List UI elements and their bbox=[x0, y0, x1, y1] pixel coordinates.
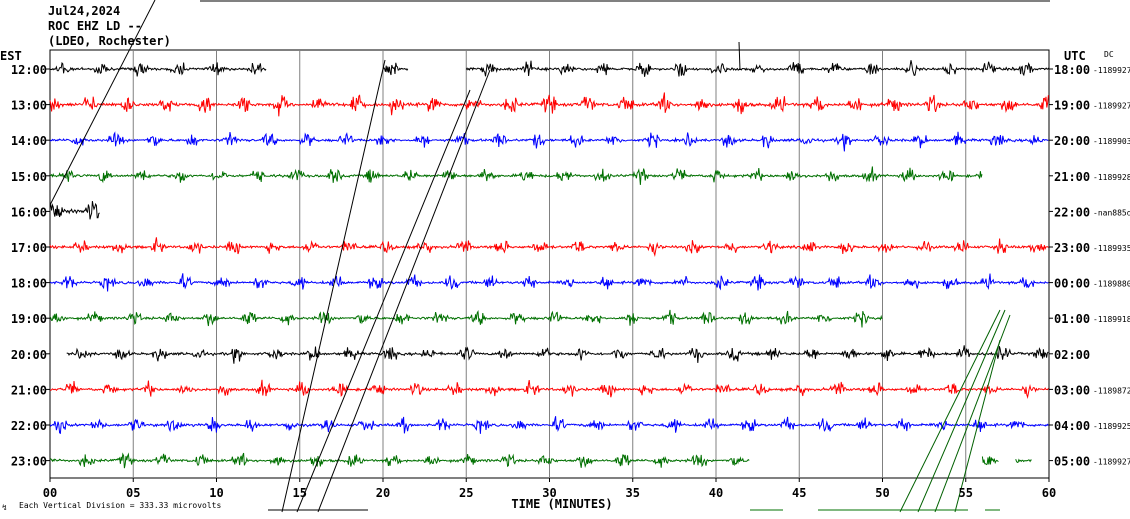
est-label-20:00: 20:00 bbox=[11, 348, 47, 362]
dc-count-10: -1189925 bbox=[1093, 422, 1130, 431]
trace-12:00-part-2 bbox=[465, 60, 1050, 77]
est-label-21:00: 21:00 bbox=[11, 383, 47, 397]
utc-label-05:00: 05:00 bbox=[1054, 455, 1090, 469]
x-tick-label-40: 40 bbox=[709, 486, 723, 500]
x-axis-ticks: 00 05 10 15 20 25 30 35 40 45 50 55 60 bbox=[43, 478, 1056, 500]
scale-note: Each Vertical Division = 333.33 microvol… bbox=[19, 501, 221, 510]
trace-15:00-part-0 bbox=[49, 166, 983, 185]
est-label-15:00: 15:00 bbox=[11, 170, 47, 184]
utc-label-01:00: 01:00 bbox=[1054, 312, 1090, 326]
dc-count-3: -1189928 bbox=[1093, 173, 1130, 182]
dc-count-7: -1189918 bbox=[1093, 315, 1130, 324]
dc-count-11: -1189927 bbox=[1093, 458, 1130, 467]
slant-line-3 bbox=[317, 69, 491, 513]
utc-label-00:00: 00:00 bbox=[1054, 277, 1090, 291]
trace-19:00-part-0 bbox=[49, 309, 883, 328]
dc-count-9: -1189872 bbox=[1093, 386, 1130, 395]
utc-label-21:00: 21:00 bbox=[1054, 170, 1090, 184]
trace-18:00-part-0 bbox=[49, 273, 1049, 292]
x-tick-label-50: 50 bbox=[875, 486, 889, 500]
dc-count-6: -1189880 bbox=[1093, 280, 1130, 289]
utc-label-22:00: 22:00 bbox=[1054, 205, 1090, 219]
x-tick-label-15: 15 bbox=[293, 486, 307, 500]
trace-17:00-part-0 bbox=[49, 237, 1049, 257]
trace-14:00-part-0 bbox=[49, 131, 1049, 152]
utc-label-02:00: 02:00 bbox=[1054, 348, 1090, 362]
trace-23:00-part-2 bbox=[1015, 458, 1032, 463]
est-label-19:00: 19:00 bbox=[11, 312, 47, 326]
utc-label-04:00: 04:00 bbox=[1054, 419, 1090, 433]
x-tick-label-10: 10 bbox=[209, 486, 223, 500]
x-tick-label-30: 30 bbox=[542, 486, 556, 500]
event-slant-lines bbox=[49, 0, 1011, 513]
dc-count-0: -1189927 bbox=[1093, 66, 1130, 75]
est-label-16:00: 16:00 bbox=[11, 205, 47, 219]
dc-count-1: -1189927 bbox=[1093, 102, 1130, 111]
utc-label-23:00: 23:00 bbox=[1054, 241, 1090, 255]
station-code: ROC EHZ LD -- bbox=[48, 19, 142, 33]
utc-label-20:00: 20:00 bbox=[1054, 134, 1090, 148]
slant-line-0 bbox=[49, 0, 156, 206]
est-label-23:00: 23:00 bbox=[11, 455, 47, 469]
minute-gridlines bbox=[132, 50, 967, 478]
est-label-13:00: 13:00 bbox=[11, 99, 47, 113]
scale-symbol: ↯ bbox=[2, 503, 7, 512]
x-tick-label-60: 60 bbox=[1042, 486, 1056, 500]
slant-line-4 bbox=[899, 309, 1001, 513]
slant-line-1 bbox=[281, 59, 386, 513]
right-timezone-label: UTC bbox=[1064, 49, 1086, 63]
trace-21:00-part-0 bbox=[49, 379, 1049, 399]
trace-22:00-part-0 bbox=[49, 416, 1049, 435]
utc-label-18:00: 18:00 bbox=[1054, 63, 1090, 77]
slant-line-7 bbox=[954, 339, 1001, 513]
x-tick-label-20: 20 bbox=[376, 486, 390, 500]
seismic-traces bbox=[49, 60, 1050, 469]
dc-count-5: -1189935 bbox=[1093, 244, 1130, 253]
trace-23:00-part-0 bbox=[49, 452, 750, 469]
trace-20:00-part-0 bbox=[66, 345, 1049, 364]
x-tick-label-45: 45 bbox=[792, 486, 806, 500]
left-timezone-label: EST bbox=[0, 49, 22, 63]
station-network: (LDEO, Rochester) bbox=[48, 34, 171, 48]
slant-line-5 bbox=[917, 309, 1006, 513]
chart-date: Jul24,2024 bbox=[48, 4, 120, 18]
trace-12:00-part-1 bbox=[382, 62, 409, 76]
x-tick-label-05: 05 bbox=[126, 486, 140, 500]
trace-16:00-part-0 bbox=[49, 201, 100, 220]
utc-label-03:00: 03:00 bbox=[1054, 383, 1090, 397]
est-label-14:00: 14:00 bbox=[11, 134, 47, 148]
spike-mark bbox=[738, 41, 741, 71]
x-tick-label-55: 55 bbox=[959, 486, 973, 500]
dc-count-4: -nan885d bbox=[1093, 208, 1130, 217]
x-axis-title: TIME (MINUTES) bbox=[511, 497, 612, 511]
x-tick-label-35: 35 bbox=[626, 486, 640, 500]
x-tick-label-00: 00 bbox=[43, 486, 57, 500]
dc-label: DC bbox=[1104, 50, 1114, 59]
trace-12:00-part-0 bbox=[49, 61, 267, 77]
dc-count-2: -1189903 bbox=[1093, 137, 1130, 146]
trace-23:00-part-1 bbox=[981, 456, 999, 466]
est-label-22:00: 22:00 bbox=[11, 419, 47, 433]
est-label-18:00: 18:00 bbox=[11, 277, 47, 291]
utc-label-19:00: 19:00 bbox=[1054, 99, 1090, 113]
slant-line-2 bbox=[296, 89, 471, 513]
est-label-12:00: 12:00 bbox=[11, 63, 47, 77]
x-tick-label-25: 25 bbox=[459, 486, 473, 500]
est-hour-labels: 12:00 13:00 14:00 15:00 16:00 17:00 18:00 19:00… bbox=[11, 63, 50, 469]
trace-13:00-part-0 bbox=[49, 92, 1049, 117]
est-label-17:00: 17:00 bbox=[11, 241, 47, 255]
